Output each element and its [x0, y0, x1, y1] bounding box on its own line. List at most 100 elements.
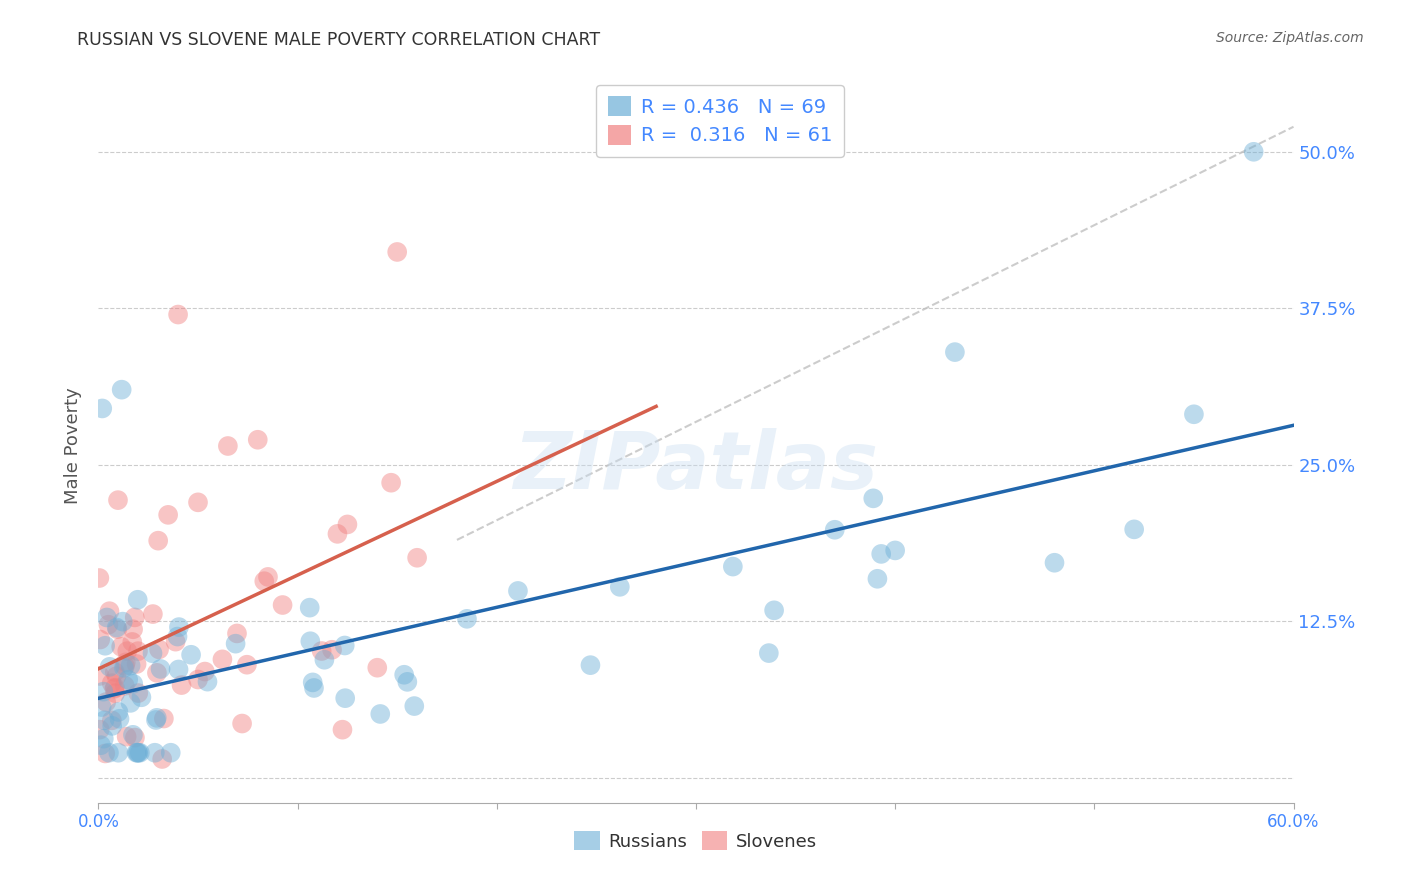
- Point: [97, 617, 120, 632]
- Point: [114, 656, 136, 670]
- Point: [311, 644, 333, 658]
- Point: [366, 661, 388, 675]
- Point: [124, 731, 146, 745]
- Point: [866, 572, 889, 586]
- Point: [1182, 407, 1205, 421]
- Point: [197, 674, 219, 689]
- Point: [335, 691, 357, 706]
- Point: [862, 491, 884, 506]
- Point: [170, 678, 193, 692]
- Point: [148, 642, 170, 657]
- Point: [246, 433, 269, 447]
- Point: [332, 723, 354, 737]
- Point: [166, 630, 188, 644]
- Point: [145, 713, 167, 727]
- Point: [98, 604, 121, 618]
- Point: [107, 705, 129, 719]
- Point: [368, 706, 391, 721]
- Point: [187, 673, 209, 687]
- Point: [111, 615, 134, 629]
- Point: [236, 657, 259, 672]
- Point: [326, 526, 349, 541]
- Point: [93, 684, 115, 698]
- Point: [105, 669, 128, 683]
- Point: [104, 665, 127, 679]
- Point: [226, 626, 249, 640]
- Point: [257, 570, 280, 584]
- Point: [104, 686, 127, 700]
- Point: [107, 746, 129, 760]
- Point: [165, 634, 187, 648]
- Point: [120, 658, 142, 673]
- Point: [90, 738, 112, 752]
- Point: [180, 648, 202, 662]
- Point: [392, 667, 415, 681]
- Point: [396, 674, 419, 689]
- Point: [89, 571, 111, 585]
- Point: [101, 719, 124, 733]
- Point: [115, 730, 138, 744]
- Point: [143, 746, 166, 760]
- Point: [167, 663, 190, 677]
- Point: [127, 644, 149, 658]
- Point: [108, 712, 131, 726]
- Point: [112, 661, 135, 675]
- Point: [298, 600, 321, 615]
- Point: [167, 620, 190, 634]
- Point: [103, 681, 125, 696]
- Text: ZIPatlas: ZIPatlas: [513, 428, 879, 507]
- Point: [884, 543, 907, 558]
- Point: [93, 714, 115, 728]
- Point: [148, 533, 170, 548]
- Point: [763, 603, 786, 617]
- Point: [127, 686, 149, 700]
- Point: [321, 642, 343, 657]
- Point: [157, 508, 180, 522]
- Point: [579, 658, 602, 673]
- Point: [131, 690, 153, 705]
- Point: [301, 675, 323, 690]
- Point: [122, 728, 145, 742]
- Point: [117, 673, 139, 687]
- Point: [404, 699, 426, 714]
- Point: [943, 345, 966, 359]
- Point: [89, 632, 111, 647]
- Point: [149, 662, 172, 676]
- Point: [253, 574, 276, 589]
- Point: [380, 475, 402, 490]
- Point: [385, 244, 409, 259]
- Point: [609, 580, 631, 594]
- Point: [98, 746, 121, 760]
- Legend: Russians, Slovenes: Russians, Slovenes: [567, 824, 825, 858]
- Point: [159, 746, 181, 760]
- Point: [104, 681, 127, 695]
- Point: [127, 592, 149, 607]
- Point: [125, 657, 148, 671]
- Point: [824, 523, 846, 537]
- Point: [142, 607, 165, 621]
- Point: [1043, 556, 1066, 570]
- Point: [231, 716, 253, 731]
- Point: [124, 610, 146, 624]
- Point: [167, 308, 190, 322]
- Point: [101, 714, 124, 728]
- Text: RUSSIAN VS SLOVENE MALE POVERTY CORRELATION CHART: RUSSIAN VS SLOVENE MALE POVERTY CORRELAT…: [77, 31, 600, 49]
- Point: [96, 695, 118, 709]
- Point: [120, 696, 142, 710]
- Point: [89, 723, 111, 737]
- Point: [299, 634, 322, 648]
- Point: [187, 495, 209, 509]
- Point: [94, 639, 117, 653]
- Point: [125, 746, 148, 760]
- Point: [96, 610, 118, 624]
- Point: [336, 517, 359, 532]
- Point: [105, 621, 128, 635]
- Point: [302, 681, 325, 695]
- Point: [111, 383, 134, 397]
- Point: [146, 665, 169, 680]
- Point: [225, 637, 247, 651]
- Point: [114, 659, 136, 673]
- Point: [721, 559, 744, 574]
- Y-axis label: Male Poverty: Male Poverty: [65, 388, 83, 504]
- Point: [150, 752, 173, 766]
